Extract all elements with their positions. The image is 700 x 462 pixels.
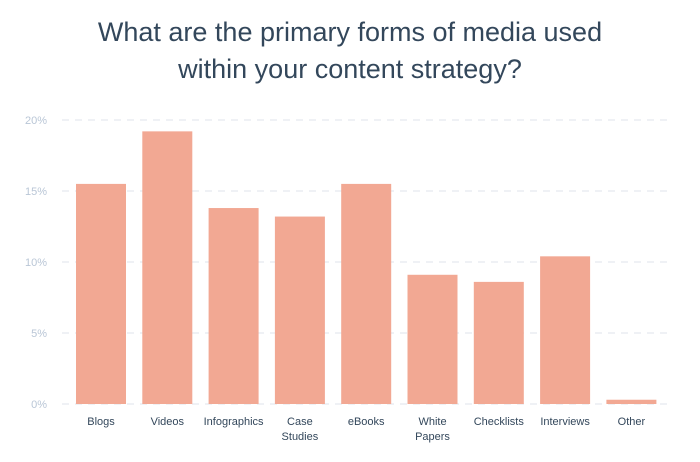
- bar: [274, 216, 325, 404]
- bar: [208, 208, 259, 404]
- chart-title: What are the primary forms of media used…: [0, 14, 700, 88]
- x-category-label: Blogs: [87, 416, 115, 428]
- bar: [341, 183, 392, 404]
- bar: [540, 256, 591, 404]
- y-tick-label: 10%: [25, 257, 47, 269]
- x-category-label: Interviews: [540, 416, 590, 428]
- x-category-label: Case Studies: [282, 416, 319, 443]
- x-category-label: eBooks: [348, 416, 385, 428]
- y-tick-label: 5%: [31, 328, 47, 340]
- bar: [76, 183, 126, 404]
- bars: [76, 131, 657, 405]
- x-category-label: Checklists: [474, 416, 525, 428]
- chart-title-line-2: within your content strategy?: [178, 54, 522, 84]
- x-category-label: Other: [618, 416, 646, 428]
- x-category-label: Infographics: [204, 416, 264, 428]
- bar: [407, 274, 458, 404]
- x-axis-category-labels: Blogs Videos Infographics Case Studies eBooks…: [87, 416, 645, 443]
- bar: [142, 131, 193, 405]
- bar: [473, 281, 524, 404]
- x-category-label: Videos: [151, 416, 185, 428]
- y-tick-label: 15%: [25, 186, 47, 198]
- y-tick-label: 0%: [31, 399, 47, 411]
- chart-title-line-1: What are the primary forms of media used: [97, 17, 603, 47]
- bar: [606, 399, 657, 404]
- x-category-label: White Papers: [415, 416, 450, 443]
- y-axis-tick-labels: 0% 5% 10% 15% 20%: [25, 115, 47, 411]
- y-tick-label: 20%: [25, 115, 47, 127]
